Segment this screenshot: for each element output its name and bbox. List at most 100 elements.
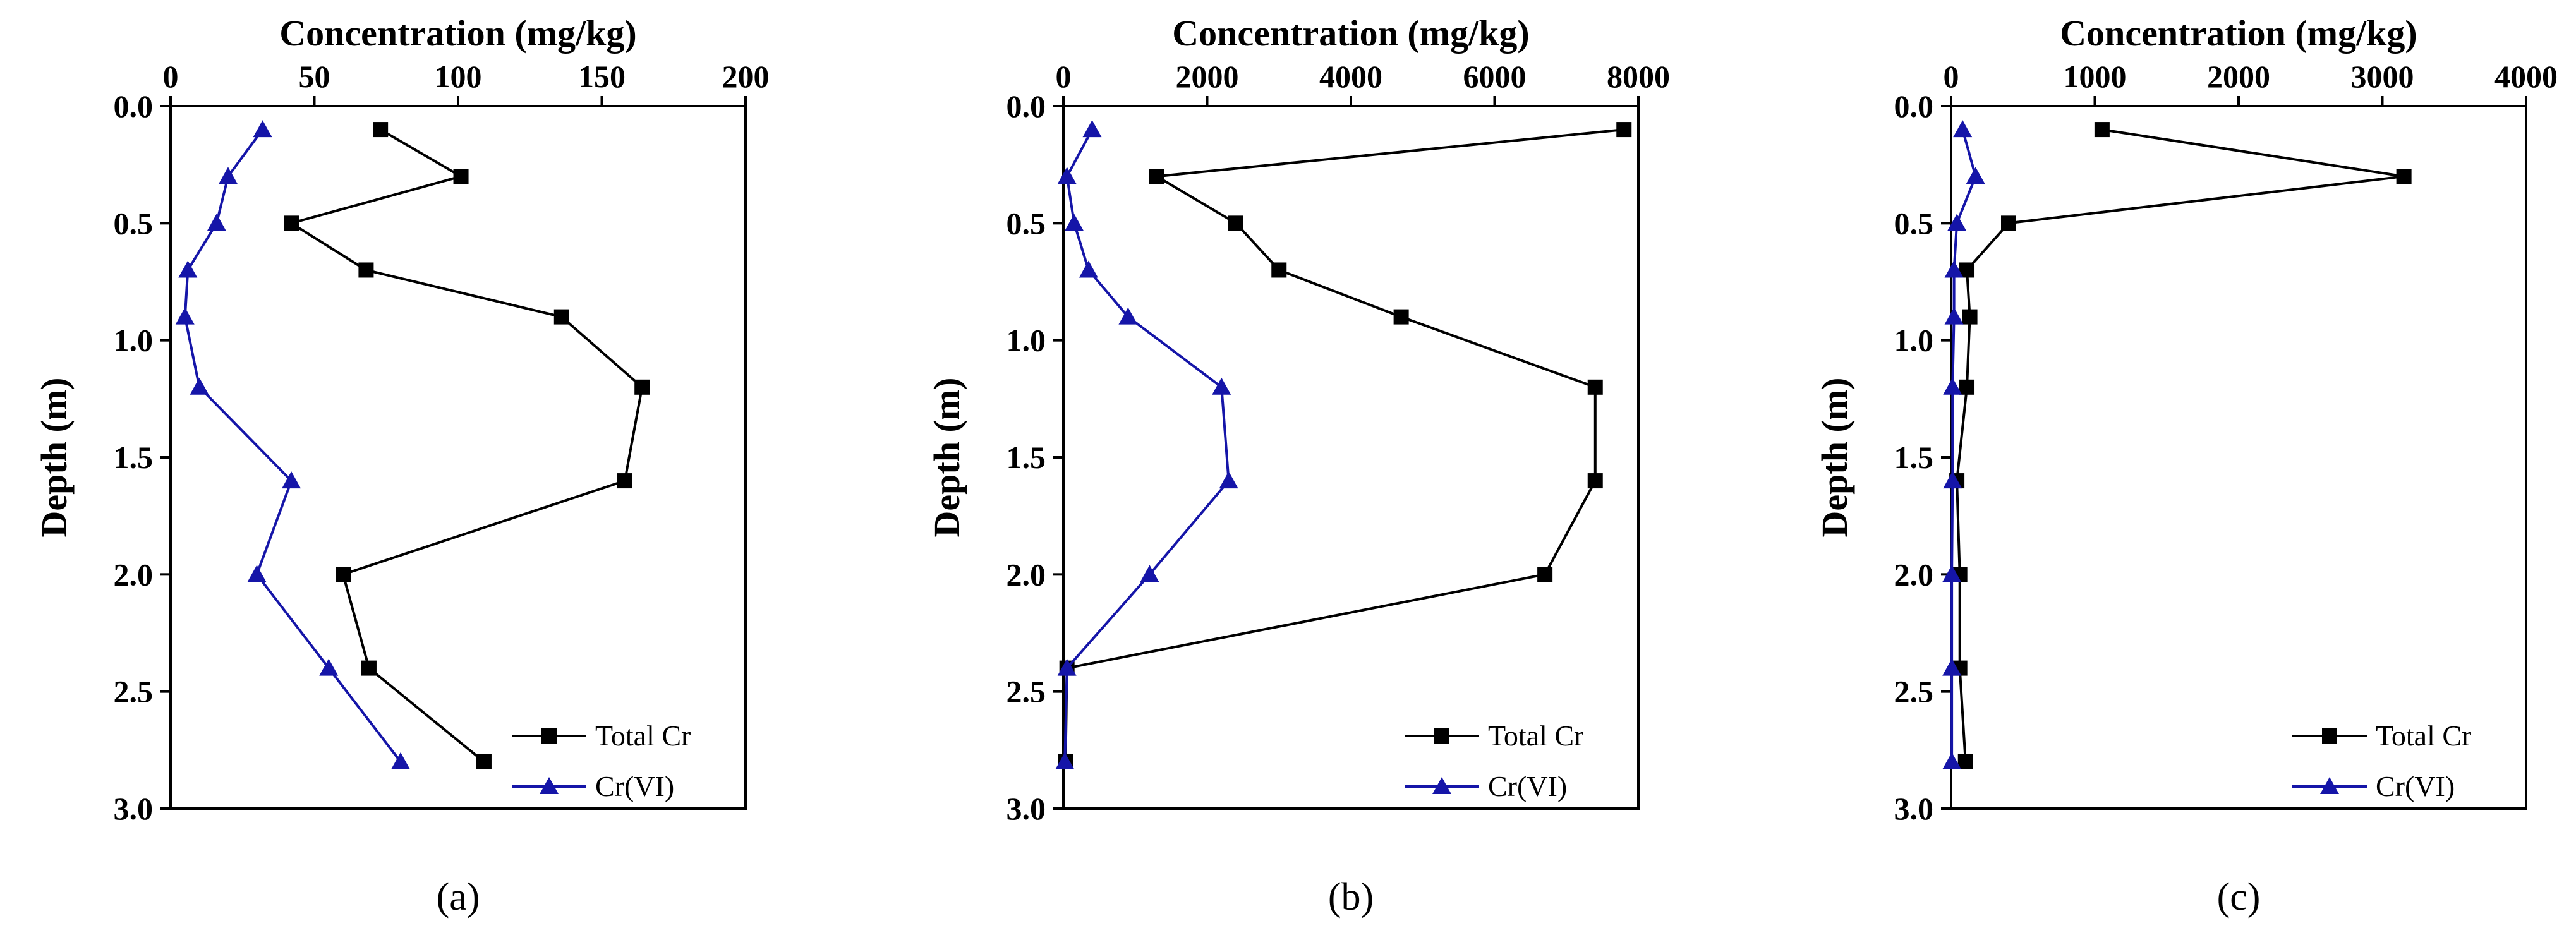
data-point [175, 307, 195, 325]
y-tick-label: 1.0 [1894, 323, 1934, 358]
data-point [1055, 752, 1075, 769]
data-point [1537, 567, 1553, 582]
data-point [1943, 471, 1962, 489]
data-point [1943, 377, 1962, 395]
y-tick-label: 3.0 [114, 791, 154, 826]
data-point [284, 215, 299, 231]
data-point [1212, 377, 1231, 395]
data-point [336, 567, 351, 582]
data-point [253, 120, 272, 138]
data-point [1219, 471, 1238, 489]
x-tick-label: 4000 [2494, 59, 2558, 94]
y-tick-label: 2.0 [1007, 557, 1046, 592]
data-point [1082, 120, 1102, 138]
data-point [1944, 260, 1964, 278]
series-line [1950, 129, 1977, 762]
x-axis-title: Concentration (mg/kg) [1172, 13, 1529, 54]
chart-panel-3: 0 1000 2000 3000 4000 0.0 0.5 1.0 1.5 2.0 2.5 3.0 Co… [1814, 13, 2558, 919]
data-point [358, 262, 374, 278]
x-tick-label: 6000 [1463, 59, 1527, 94]
data-point [1942, 658, 1962, 676]
x-tick-label: 100 [435, 59, 482, 94]
y-tick-label: 1.0 [114, 323, 154, 358]
y-tick-label: 0.5 [114, 205, 154, 241]
series-line [1063, 129, 1230, 762]
y-tick-label: 3.0 [1007, 791, 1046, 826]
x-tick-label: 8000 [1607, 59, 1670, 94]
chart-panel-1: 0 50 100 150 200 0.0 0.5 1.0 1.5 2.0 2.5 3.0 Concent… [33, 13, 770, 919]
y-tick-label: 0.5 [1894, 205, 1934, 241]
data-point [178, 260, 198, 278]
series-line [288, 128, 644, 763]
legend-swatch-marker [1434, 728, 1449, 744]
data-point [391, 752, 410, 769]
data-point [2094, 122, 2110, 138]
data-point [634, 379, 650, 395]
data-point [207, 214, 226, 231]
panel-label: (a) [437, 876, 480, 919]
x-tick-label: 150 [578, 59, 626, 94]
data-point [1393, 309, 1409, 325]
data-point [247, 565, 267, 582]
legend-label: Cr(VI) [595, 770, 674, 802]
chart-panel-2: 0 2000 4000 6000 8000 0.0 0.5 1.0 1.5 2.0 2.5 3.0 Co… [926, 13, 1670, 919]
legend-label: Cr(VI) [2376, 770, 2455, 802]
legend-swatch-marker [541, 728, 557, 744]
data-point [1947, 214, 1967, 231]
plot-frame [169, 105, 747, 810]
data-point [1957, 754, 1973, 769]
data-point [1944, 307, 1964, 325]
y-tick-label: 2.5 [1007, 674, 1046, 709]
data-point [219, 167, 238, 184]
data-point [1587, 379, 1603, 395]
data-point [1587, 473, 1603, 489]
legend-label: Total Cr [595, 720, 691, 752]
data-point [1079, 260, 1098, 278]
data-point [1942, 752, 1962, 769]
data-point [373, 122, 389, 138]
data-point [617, 473, 632, 489]
plot-frame [1062, 105, 1640, 810]
data-point [1271, 262, 1287, 278]
data-point [2001, 215, 2016, 231]
y-tick-label: 2.0 [114, 557, 154, 592]
data-point [1962, 309, 1978, 325]
data-point [553, 309, 569, 325]
data-point [319, 658, 339, 676]
data-point [1959, 379, 1975, 395]
data-point [190, 377, 209, 395]
data-point [2396, 169, 2412, 184]
y-axis-title: Depth (m) [33, 378, 75, 538]
x-tick-label: 4000 [1319, 59, 1382, 94]
x-tick-label: 2000 [1176, 59, 1239, 94]
x-tick-label: 3000 [2351, 59, 2414, 94]
legend-swatch-marker [2322, 728, 2337, 744]
x-tick-label: 200 [722, 59, 770, 94]
data-point [1057, 167, 1077, 184]
data-point [1057, 658, 1077, 676]
plot-frame [1950, 105, 2527, 810]
y-tick-label: 0.0 [1894, 88, 1934, 124]
data-point [1149, 169, 1164, 184]
y-tick-label: 3.0 [1894, 791, 1934, 826]
data-point [476, 754, 492, 769]
series-line [183, 128, 402, 763]
x-tick-label: 0 [1944, 59, 1959, 94]
x-tick-label: 0 [163, 59, 179, 94]
data-point [1118, 307, 1138, 325]
x-tick-label: 1000 [2064, 59, 2127, 94]
panel-label: (c) [2217, 876, 2261, 919]
data-point [1966, 167, 1985, 184]
y-tick-label: 2.5 [114, 674, 154, 709]
data-point [1616, 122, 1632, 138]
y-axis-title: Depth (m) [1814, 378, 1855, 538]
x-tick-label: 2000 [2207, 59, 2270, 94]
data-point [1228, 215, 1243, 231]
data-point [282, 471, 301, 489]
series-line [1064, 128, 1624, 762]
y-tick-label: 1.0 [1007, 323, 1046, 358]
data-point [361, 660, 377, 676]
y-tick-label: 0.0 [114, 88, 154, 124]
y-tick-label: 1.5 [1894, 440, 1934, 475]
x-axis-title: Concentration (mg/kg) [2060, 13, 2417, 54]
